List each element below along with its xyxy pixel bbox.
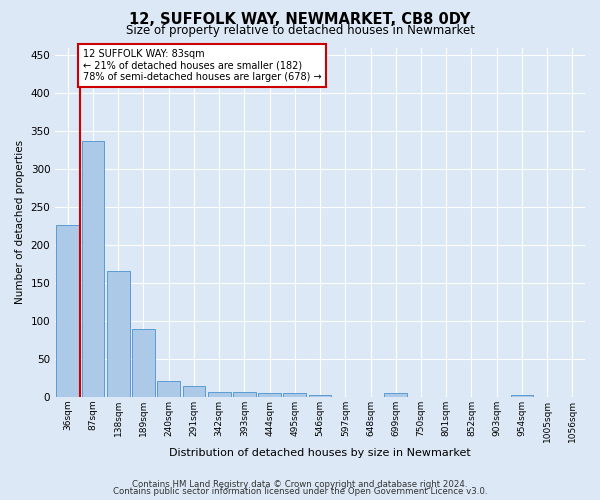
Bar (208, 392, 230, 397)
Bar (132, 330, 155, 397)
Bar (182, 386, 205, 397)
Bar (56, 226, 79, 397)
Bar (258, 393, 281, 397)
Bar (309, 395, 331, 397)
Bar (385, 393, 407, 397)
Bar (82, 141, 104, 397)
Text: Contains HM Land Registry data © Crown copyright and database right 2024.: Contains HM Land Registry data © Crown c… (132, 480, 468, 489)
Text: Contains public sector information licensed under the Open Government Licence v3: Contains public sector information licen… (113, 487, 487, 496)
Text: Size of property relative to detached houses in Newmarket: Size of property relative to detached ho… (125, 24, 475, 37)
Bar (157, 381, 180, 397)
Bar (107, 271, 130, 397)
Text: 12 SUFFOLK WAY: 83sqm
← 21% of detached houses are smaller (182)
78% of semi-det: 12 SUFFOLK WAY: 83sqm ← 21% of detached … (83, 49, 322, 82)
Text: 12, SUFFOLK WAY, NEWMARKET, CB8 0DY: 12, SUFFOLK WAY, NEWMARKET, CB8 0DY (130, 12, 470, 28)
X-axis label: Distribution of detached houses by size in Newmarket: Distribution of detached houses by size … (169, 448, 471, 458)
Y-axis label: Number of detached properties: Number of detached properties (15, 140, 25, 304)
Bar (511, 395, 533, 397)
Bar (283, 393, 306, 397)
Bar (233, 392, 256, 397)
